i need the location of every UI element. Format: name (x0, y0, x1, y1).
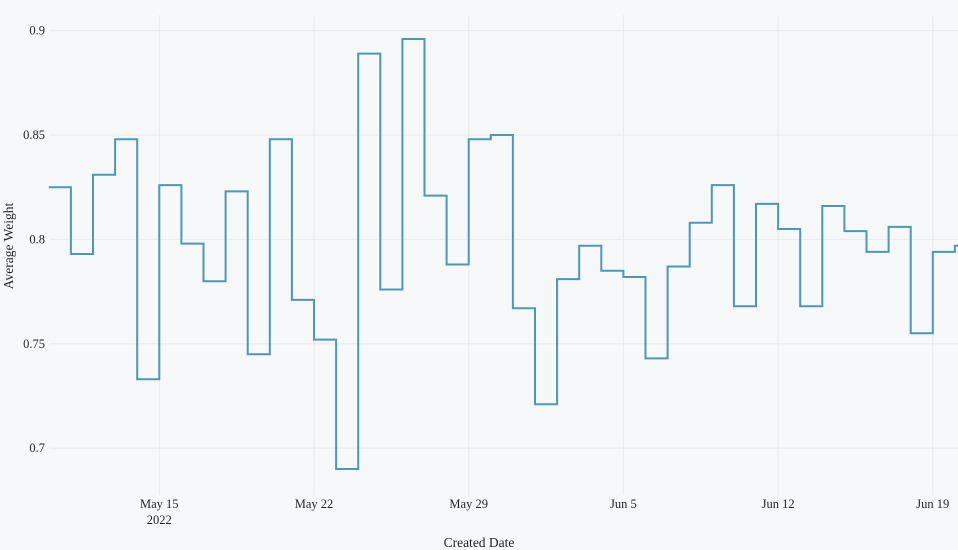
x-tick-label: May 22 (295, 497, 334, 511)
x-tick-label: Jun 12 (762, 497, 795, 511)
y-tick-label: 0.7 (29, 441, 45, 455)
x-tick-year-label: 2022 (147, 513, 172, 527)
y-axis-title: Average Weight (1, 202, 16, 290)
x-tick-label: Jun 19 (916, 497, 949, 511)
average-weight-step-line (48, 38, 958, 470)
y-tick-label: 0.85 (23, 128, 45, 142)
x-tick-label: May 15 (140, 497, 179, 511)
y-tick-label: 0.9 (29, 24, 45, 38)
x-axis-title: Created Date (443, 535, 515, 550)
x-tick-label: Jun 5 (610, 497, 637, 511)
y-tick-label: 0.75 (23, 337, 45, 351)
x-tick-label: May 29 (449, 497, 488, 511)
y-tick-label: 0.8 (29, 232, 45, 246)
